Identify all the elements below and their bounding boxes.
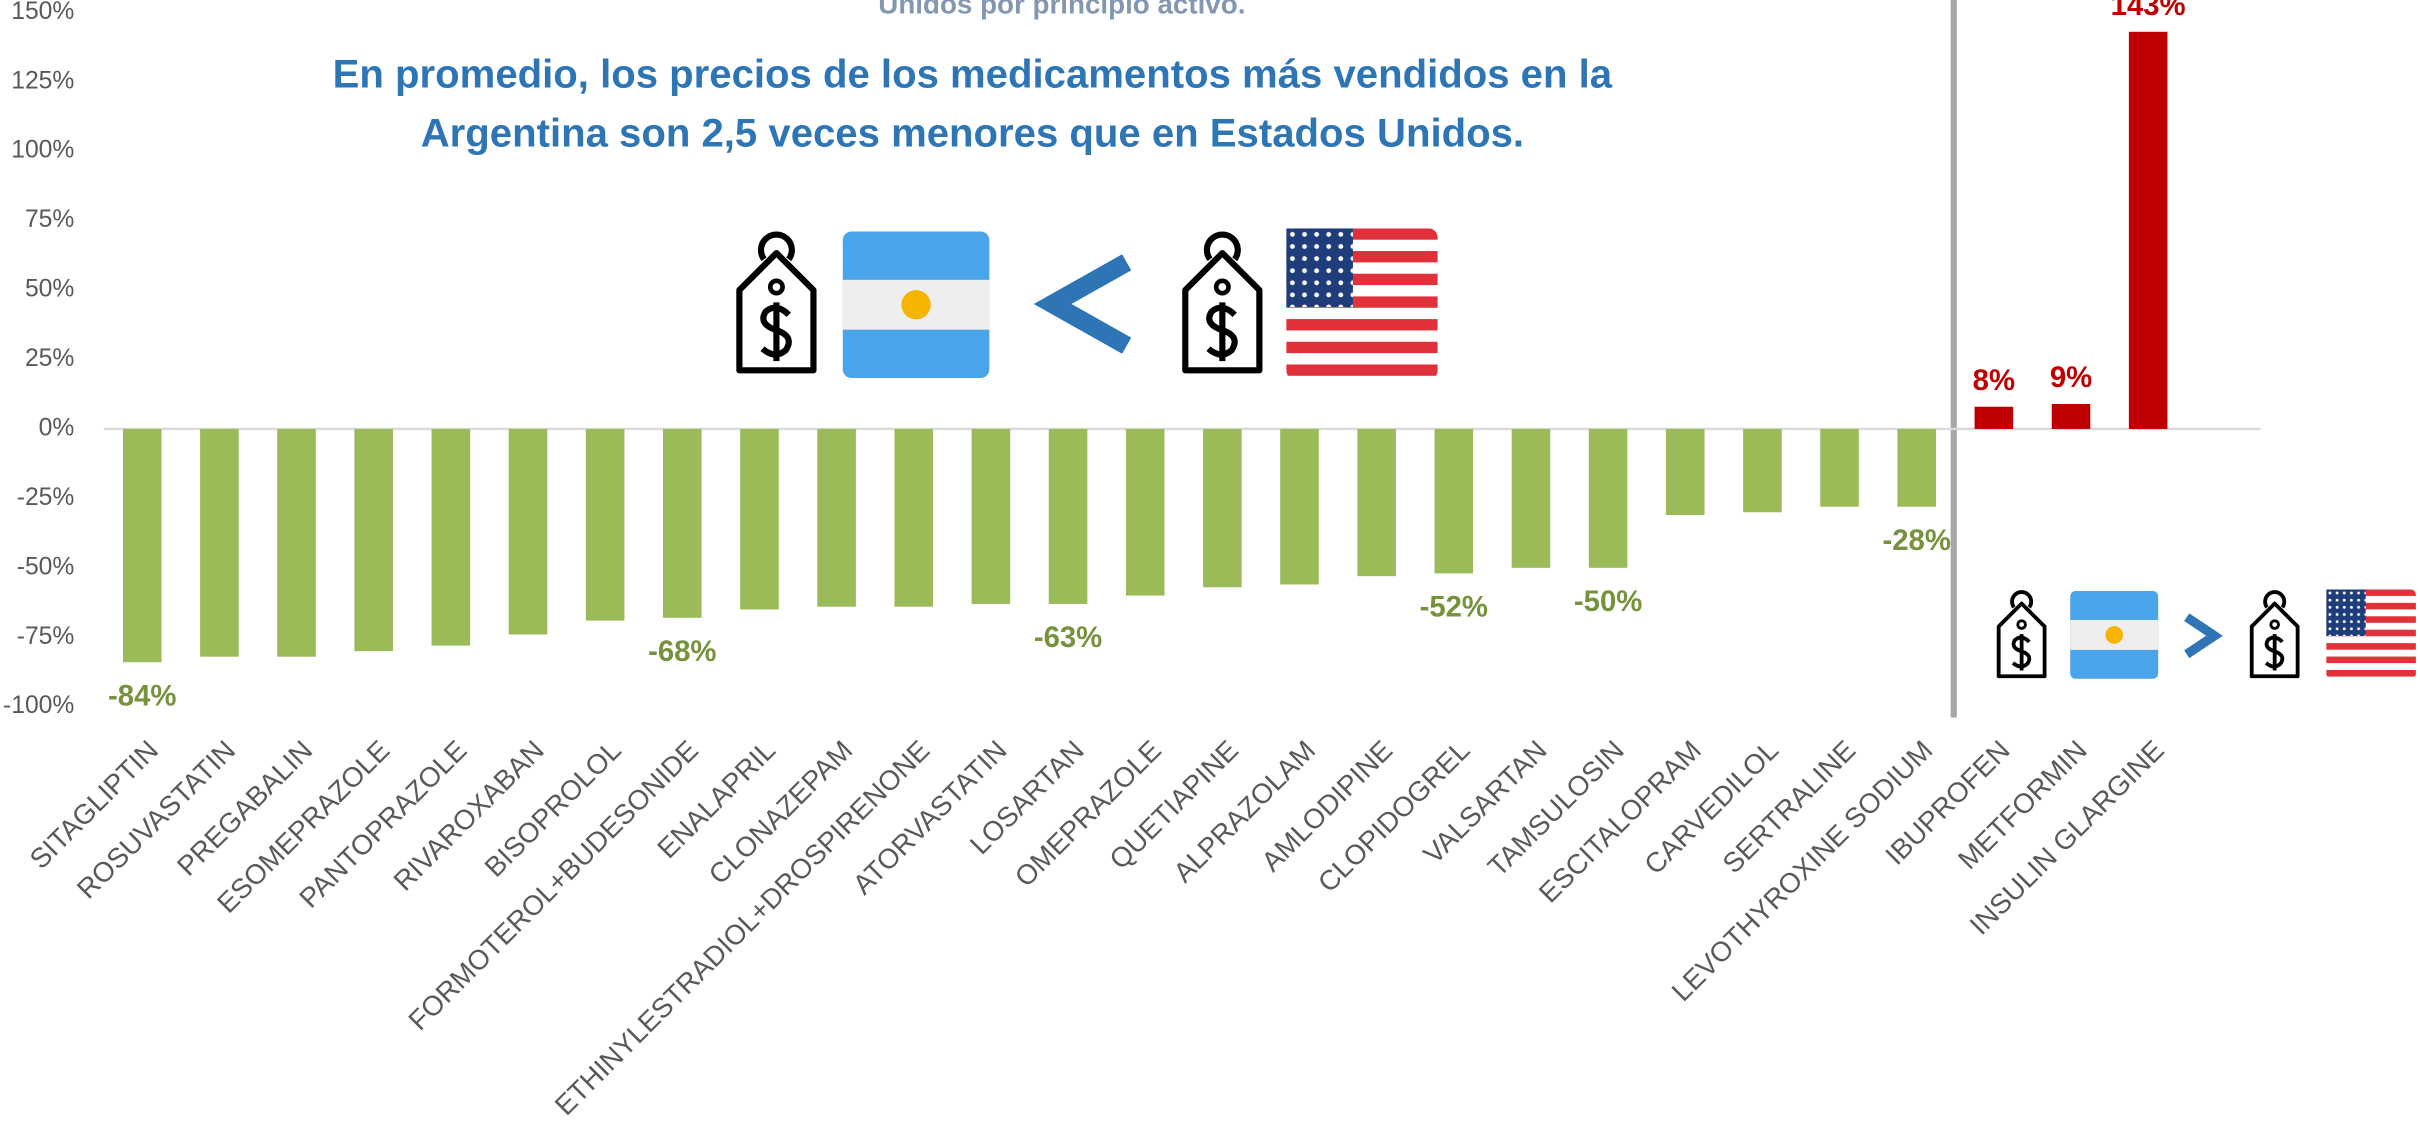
bar [1203, 428, 1242, 588]
annotation: Argentina son 2,5 veces menores que en E… [421, 111, 1524, 155]
data-label: 143% [2111, 0, 2186, 22]
bar [1048, 428, 1088, 604]
bar [1743, 428, 1782, 513]
annotation: En promedio, los precios de los medicame… [333, 53, 1613, 97]
bar [1820, 428, 1859, 507]
bar [431, 428, 471, 646]
y-tick-label: -25% [17, 484, 75, 511]
bar [277, 428, 316, 657]
bar [1511, 428, 1551, 568]
y-tick-label: 50% [25, 276, 74, 303]
bar [894, 428, 934, 607]
data-label: -52% [1420, 591, 1488, 624]
data-label: -28% [1882, 524, 1950, 557]
y-tick-label: 0% [39, 414, 75, 441]
y-tick-label: 75% [25, 206, 74, 233]
x-tick-label: TAMSULOSIN [1482, 734, 1630, 882]
y-tick-label: 150% [11, 0, 74, 25]
data-label: 8% [1973, 364, 2015, 397]
x-tick-label: PREGABALIN [171, 734, 318, 881]
bar [2128, 31, 2168, 429]
data-label: -50% [1574, 585, 1642, 618]
y-tick-label: 25% [25, 345, 74, 372]
bar [1897, 428, 1936, 507]
x-tick-label: SERTRALINE [1716, 734, 1861, 879]
bar [585, 428, 625, 621]
bar [1588, 428, 1628, 568]
x-tick-label: BISOPROLOL [478, 734, 626, 882]
bar [817, 428, 856, 607]
bar [1434, 428, 1474, 574]
x-tick-label: CARVEDILOL [1638, 734, 1784, 880]
bar [2051, 403, 2091, 429]
y-tick-label: -100% [3, 692, 74, 719]
bar [663, 428, 702, 618]
bar [1125, 428, 1165, 596]
bar [1974, 406, 2014, 429]
y-tick-label: -50% [17, 553, 75, 580]
data-label: -68% [648, 635, 716, 668]
bar [354, 428, 393, 652]
data-label: 9% [2050, 361, 2092, 394]
icons [739, 228, 2416, 679]
bar [1280, 428, 1319, 585]
chart-title: Unidos por principio activo. [878, 0, 1245, 20]
data-label: -84% [108, 679, 176, 712]
bar [122, 428, 162, 663]
y-tick-label: 100% [11, 137, 74, 164]
y-tick-label: 125% [11, 67, 74, 94]
bar [740, 428, 779, 610]
bar [1357, 428, 1396, 577]
bar [508, 428, 548, 635]
bar [200, 428, 239, 657]
y-tick-label: -75% [17, 623, 75, 650]
bar [1665, 428, 1705, 516]
bar [971, 428, 1011, 604]
data-label: -63% [1034, 621, 1102, 654]
